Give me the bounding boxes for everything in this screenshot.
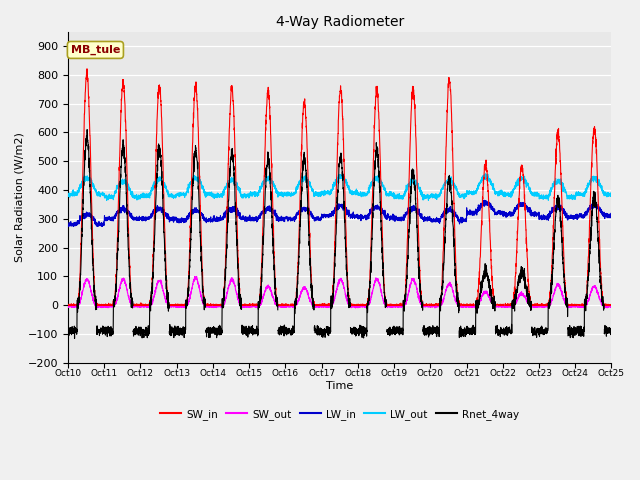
Y-axis label: Solar Radiation (W/m2): Solar Radiation (W/m2) (15, 132, 25, 262)
Title: 4-Way Radiometer: 4-Way Radiometer (276, 15, 404, 29)
Legend: SW_in, SW_out, LW_in, LW_out, Rnet_4way: SW_in, SW_out, LW_in, LW_out, Rnet_4way (156, 405, 524, 424)
X-axis label: Time: Time (326, 381, 353, 391)
Text: MB_tule: MB_tule (70, 45, 120, 55)
